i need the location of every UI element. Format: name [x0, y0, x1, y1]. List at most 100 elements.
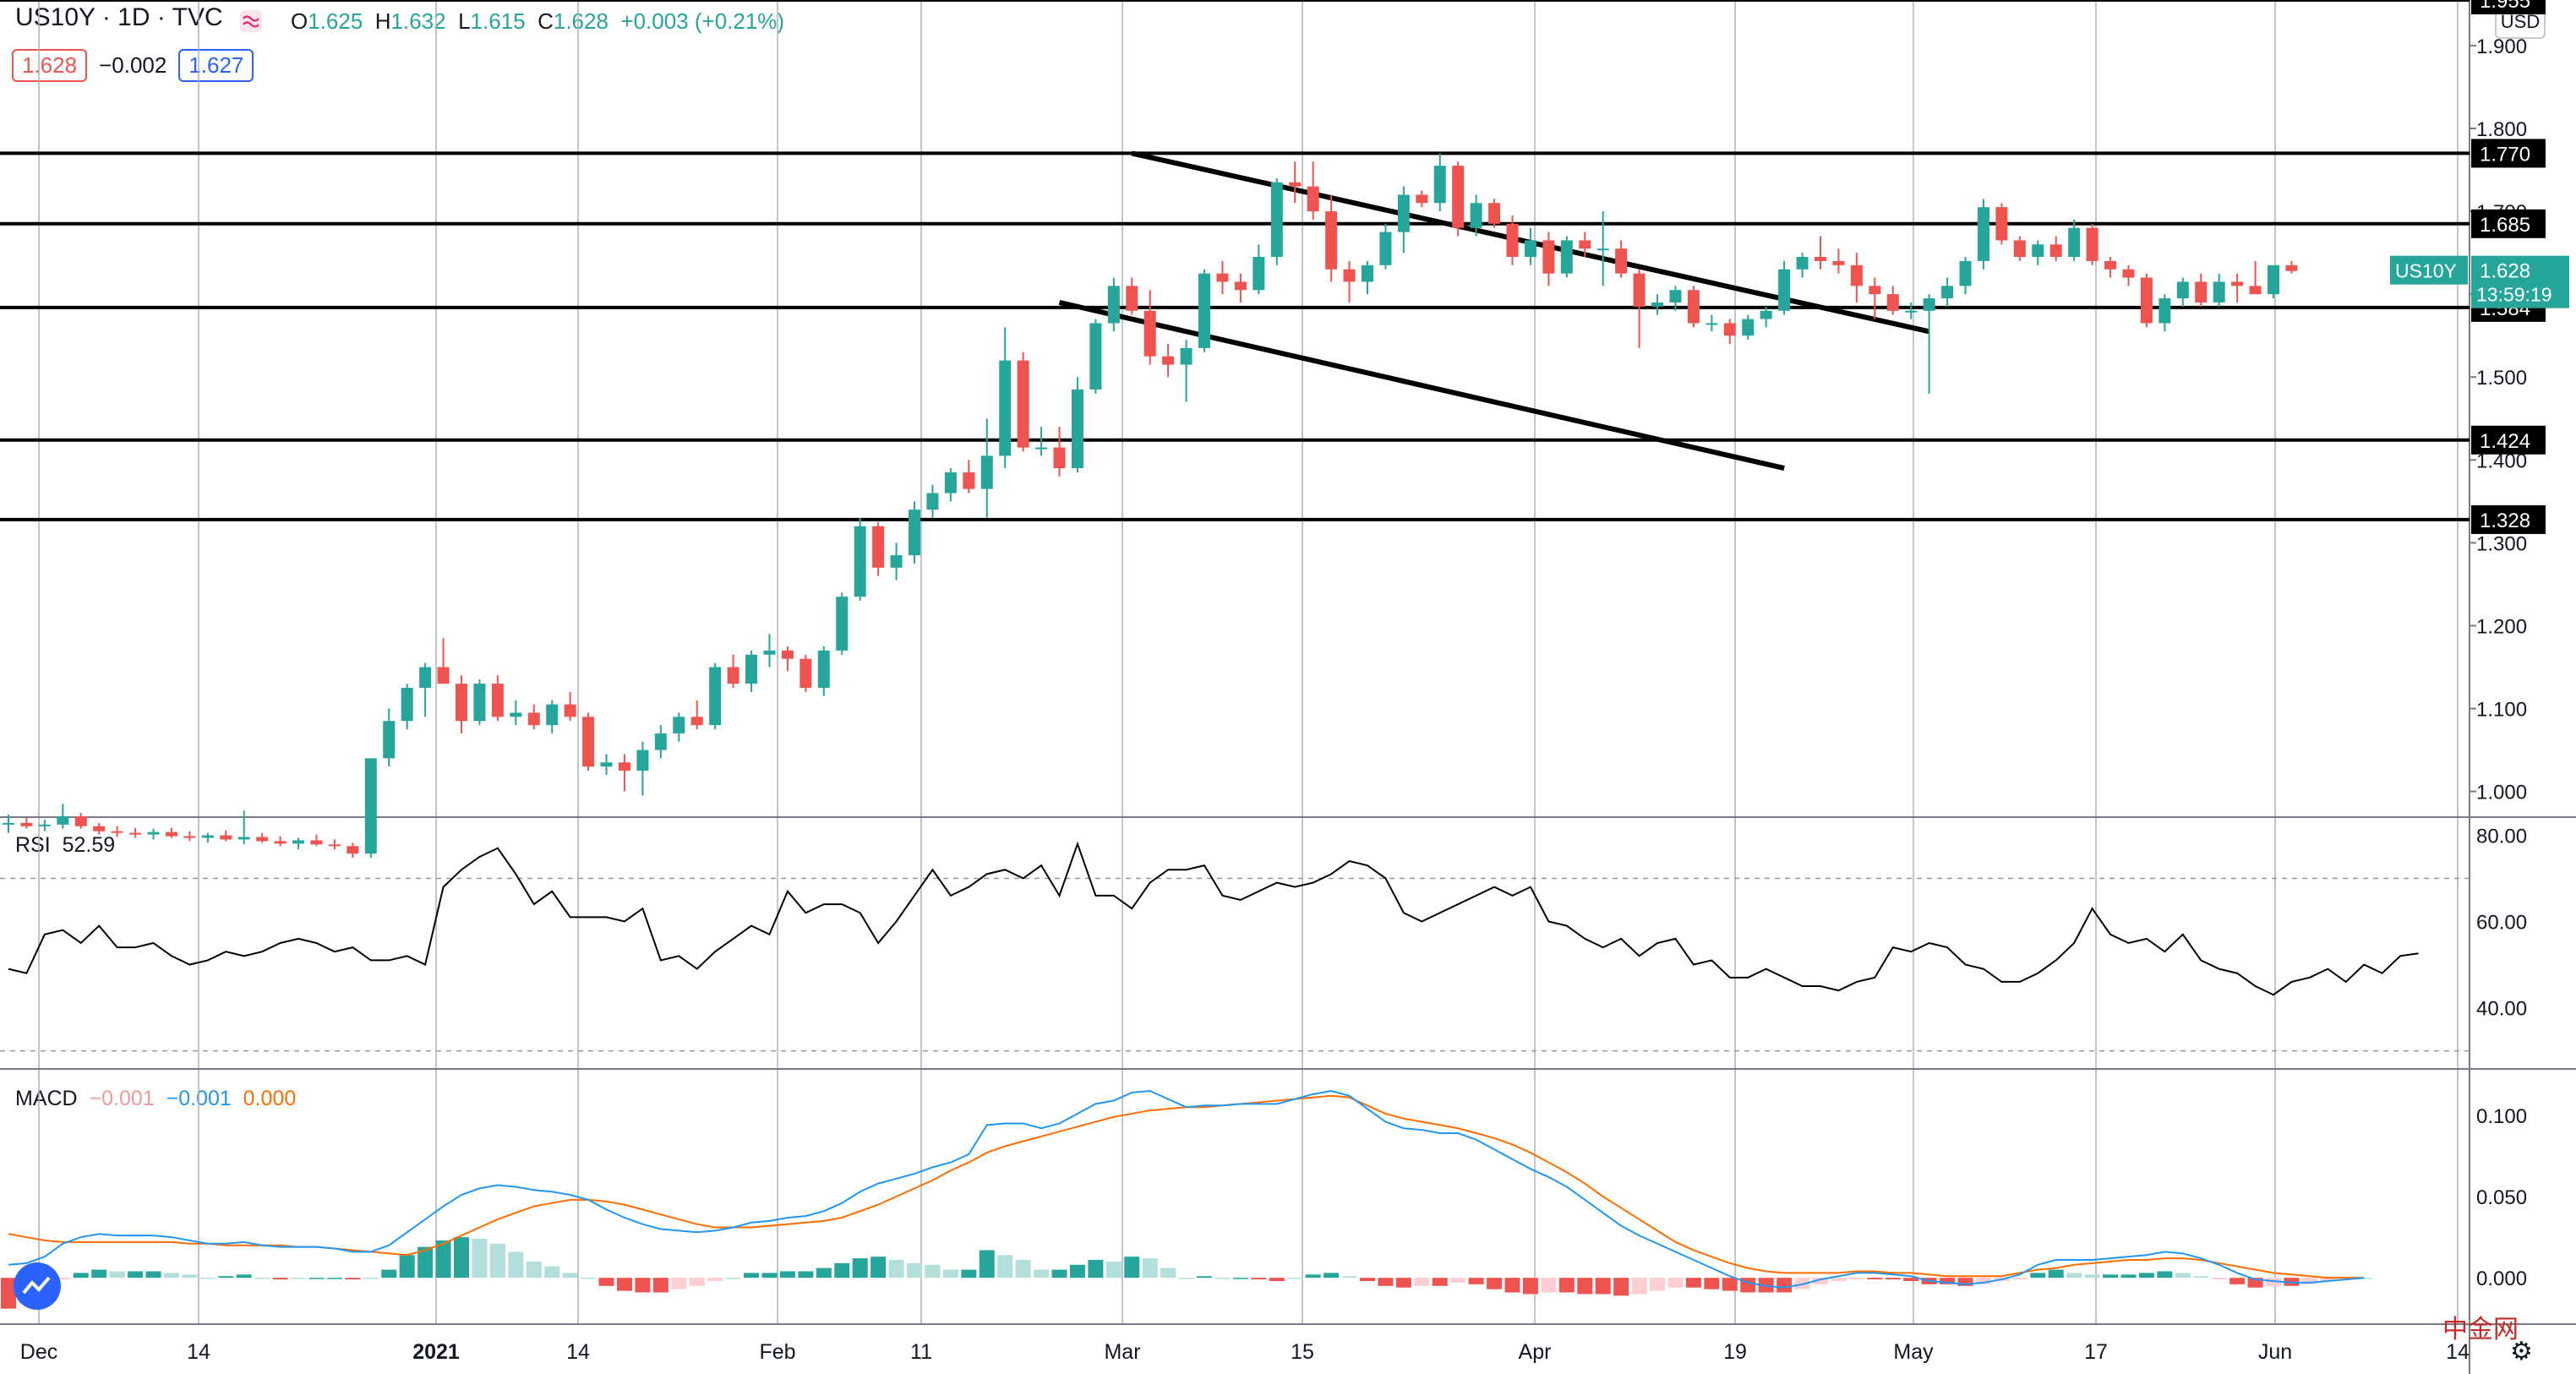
candle-body: [2195, 281, 2208, 303]
macd-legend[interactable]: MACD −0.001 −0.001 0.000: [15, 1087, 296, 1111]
candle-body: [1416, 194, 1428, 204]
candle-body: [292, 840, 305, 844]
candle-body: [129, 832, 142, 835]
candle-body: [1596, 248, 1609, 251]
macd-histogram-bar: [1, 1278, 16, 1309]
candle: [944, 468, 957, 502]
candle-body: [1796, 257, 1809, 270]
bid-ask-row: 1.628 −0.002 1.627: [12, 49, 254, 82]
candle: [38, 819, 51, 831]
candle: [1579, 232, 1591, 258]
level-price-tag: [2471, 504, 2546, 534]
candle-body: [2013, 240, 2026, 258]
candle-body: [909, 510, 920, 556]
candle-body: [1633, 273, 1645, 307]
candle: [2032, 240, 2044, 265]
macd-histogram-bar: [2320, 1278, 2336, 1281]
ohlc-readout: O1.625 H1.632 L1.615 C1.628 +0.003 (+0.2…: [291, 8, 784, 35]
buy-price-button[interactable]: 1.627: [178, 49, 254, 82]
candle: [1343, 260, 1356, 303]
macd-histogram-bar: [381, 1269, 397, 1279]
macd-histogram-bar: [689, 1278, 705, 1286]
candle-body: [1107, 286, 1120, 324]
macd-histogram-bar: [1178, 1278, 1194, 1279]
candle-body: [836, 597, 849, 651]
wave-icon[interactable]: [240, 10, 262, 32]
candle-body: [57, 816, 69, 825]
x-tick-label: Jun: [2258, 1340, 2292, 1364]
candle: [745, 650, 758, 692]
symbol-title[interactable]: US10Y · 1D · TVC: [15, 3, 223, 31]
candle-body: [781, 650, 794, 659]
candle-body: [1053, 447, 1066, 469]
candle-body: [1397, 194, 1410, 232]
candle: [292, 837, 305, 850]
macd-histogram-bar: [236, 1274, 252, 1279]
macd-histogram-bar: [489, 1243, 505, 1279]
candle: [2231, 273, 2244, 303]
candle-body: [1270, 182, 1283, 258]
candle: [220, 830, 232, 842]
macd-histogram-bar: [1088, 1260, 1104, 1279]
macd-histogram-bar: [544, 1266, 560, 1279]
candle-body: [582, 717, 595, 767]
macd-histogram-bar: [2211, 1278, 2227, 1280]
macd-histogram-bar: [870, 1257, 887, 1279]
macd-hist-value: −0.001: [89, 1087, 155, 1110]
candle: [57, 804, 69, 829]
x-tick-label: Mar: [1104, 1340, 1140, 1364]
candle-body: [1433, 166, 1446, 204]
macd-histogram-bar: [1450, 1278, 1466, 1283]
x-tick-label: 11: [910, 1340, 932, 1364]
candle-body: [636, 750, 649, 772]
candle-body: [1579, 240, 1591, 249]
candle: [1506, 215, 1519, 265]
level-price-tag: [2471, 0, 2546, 14]
candle-body: [1289, 182, 1302, 187]
candle-body: [183, 836, 196, 838]
candle: [2013, 236, 2026, 261]
candle: [1706, 314, 1718, 332]
sell-price-button[interactable]: 1.628: [12, 49, 88, 82]
candle-body: [1307, 186, 1319, 212]
candle: [673, 712, 685, 742]
candle: [383, 708, 396, 767]
candle-body: [763, 650, 776, 655]
candle: [2158, 294, 2171, 332]
price-tick-label: 1.800: [2476, 118, 2527, 141]
tradingview-logo[interactable]: [14, 1262, 61, 1310]
candle-body: [111, 831, 123, 833]
candle-body: [2249, 286, 2262, 295]
macd-histogram-bar: [1232, 1278, 1248, 1279]
macd-histogram-bar: [1142, 1258, 1158, 1279]
candle: [618, 754, 630, 792]
candle: [1397, 186, 1410, 254]
macd-histogram-bar: [1124, 1257, 1140, 1279]
macd-histogram-bar: [1685, 1278, 1701, 1288]
candle-body: [963, 472, 975, 489]
candle-body: [709, 667, 722, 726]
candle: [890, 543, 903, 581]
rsi-legend[interactable]: RSI 52.59: [15, 833, 115, 858]
macd-histogram-bar: [1885, 1278, 1901, 1280]
candle-body: [1071, 389, 1083, 469]
candle-body: [690, 717, 703, 726]
settings-gear-icon[interactable]: ⚙: [2510, 1338, 2533, 1366]
x-tick-label: 14: [566, 1340, 590, 1364]
open-value: 1.625: [308, 8, 363, 34]
macd-histogram-bar: [55, 1278, 71, 1280]
macd-histogram-bar: [1595, 1278, 1611, 1295]
candle-body: [274, 841, 287, 844]
candle: [2122, 264, 2135, 286]
macd-histogram-bar: [1105, 1261, 1122, 1279]
macd-histogram-bar: [834, 1262, 850, 1279]
candle-body: [491, 684, 504, 717]
macd-tick-label: 0.050: [2476, 1186, 2527, 1209]
candle-body: [1977, 207, 1989, 261]
candle: [1542, 232, 1555, 286]
candle-body: [2049, 244, 2062, 258]
candle: [1053, 427, 1066, 477]
candle: [1017, 352, 1029, 452]
candle-body: [347, 846, 359, 854]
